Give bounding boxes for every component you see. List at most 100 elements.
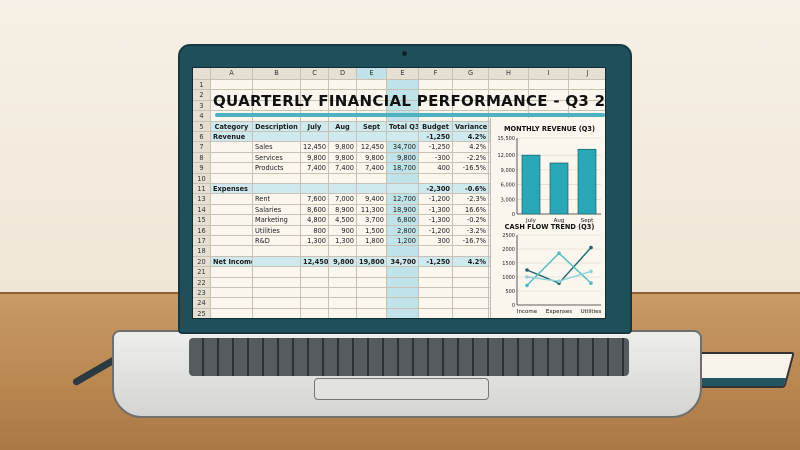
cell[interactable] [301,277,329,288]
cell[interactable] [387,246,419,257]
cell[interactable] [301,267,329,278]
cell[interactable]: 7,400 [357,163,387,174]
cell[interactable] [357,267,387,278]
cell[interactable] [253,288,301,299]
cell[interactable]: 9,800 [329,152,357,164]
cell[interactable]: -2.2% [453,152,489,164]
cell[interactable] [387,173,419,184]
cell[interactable] [453,246,489,257]
cell[interactable]: -1,200 [419,225,453,236]
cell[interactable] [329,298,357,309]
cell[interactable] [387,132,419,143]
column-header[interactable]: H [489,68,529,80]
cell[interactable]: Budget [419,121,453,132]
cell[interactable] [253,100,301,112]
cell[interactable]: Marketing [253,215,301,226]
cell[interactable] [357,288,387,299]
cell[interactable]: 3,700 [357,215,387,226]
cell[interactable]: 800 [301,225,329,236]
cell[interactable] [211,308,253,318]
cell[interactable] [329,184,357,195]
cell[interactable] [253,132,301,143]
cell[interactable]: 900 [329,225,357,236]
cell[interactable]: Services [253,152,301,164]
row-header[interactable]: 24 [193,298,211,309]
cell[interactable]: Expenses [211,184,253,195]
cell[interactable] [489,90,529,101]
cell[interactable] [253,256,301,268]
column-header[interactable]: B [253,68,301,80]
cell[interactable]: 300 [419,236,453,247]
cell[interactable]: -2,300 [419,184,453,195]
cell[interactable]: 9,800 [329,256,357,268]
cell[interactable]: -1,300 [419,204,453,216]
cell[interactable]: 7,600 [301,194,329,205]
cell[interactable] [301,90,329,101]
cell[interactable]: 11,300 [357,204,387,216]
cell[interactable] [253,267,301,278]
cell[interactable]: Aug [329,121,357,132]
trackpad[interactable] [314,378,489,400]
cell[interactable]: 9,400 [357,194,387,205]
cell[interactable] [419,173,453,184]
cell[interactable] [211,173,253,184]
cell[interactable]: -1,300 [419,215,453,226]
column-header[interactable]: J [569,68,605,80]
row-header[interactable]: 11 [193,184,211,195]
cell[interactable] [419,277,453,288]
cell[interactable] [569,101,605,112]
row-header[interactable]: 23 [193,288,211,299]
cell[interactable] [211,163,253,174]
cell[interactable] [253,298,301,309]
cell[interactable] [529,90,569,101]
cell[interactable] [387,267,419,278]
cell[interactable]: 1,200 [387,236,419,247]
cell[interactable]: 1,300 [329,236,357,247]
cell[interactable]: 8,900 [329,204,357,216]
cell[interactable] [301,132,329,143]
cell[interactable]: -0.2% [453,215,489,226]
cell[interactable] [211,80,253,91]
cell[interactable]: -1,250 [419,256,453,268]
cell[interactable] [357,90,387,101]
cell[interactable] [329,90,357,101]
cell[interactable]: Revenue [211,132,253,143]
cell[interactable] [453,100,489,112]
cell[interactable]: Description [253,121,301,132]
cell[interactable] [529,80,569,91]
cell[interactable]: 4.2% [453,256,489,268]
cell[interactable]: 9,800 [301,152,329,164]
row-header[interactable]: 13 [193,194,211,205]
column-header[interactable]: F [419,68,453,80]
cell[interactable] [357,308,387,318]
row-header[interactable]: 14 [193,204,211,216]
cell[interactable] [211,142,253,153]
cell[interactable] [253,80,301,91]
cell[interactable]: 18,900 [387,204,419,216]
cell[interactable]: -2.3% [453,194,489,205]
cell[interactable] [211,100,253,112]
row-header[interactable]: 10 [193,173,211,184]
cell[interactable] [387,288,419,299]
cell[interactable] [387,90,419,101]
cell[interactable] [329,100,357,112]
cell[interactable] [489,80,529,91]
cell[interactable] [301,80,329,91]
cell[interactable] [453,173,489,184]
cell[interactable]: Salaries [253,204,301,216]
cell[interactable]: Products [253,163,301,174]
cell[interactable]: Total Q3 [387,121,419,132]
cell[interactable] [329,288,357,299]
cell[interactable] [211,90,253,101]
cell[interactable] [211,277,253,288]
column-header[interactable]: D [329,68,357,80]
cell[interactable]: 8,600 [301,204,329,216]
row-header[interactable]: 22 [193,277,211,288]
cell[interactable]: 18,700 [387,163,419,174]
cell[interactable] [211,298,253,309]
cell[interactable] [301,288,329,299]
cell[interactable]: 7,400 [301,163,329,174]
cell[interactable]: Category [211,121,253,132]
cell[interactable]: 6,800 [387,215,419,226]
row-header[interactable]: 21 [193,267,211,278]
